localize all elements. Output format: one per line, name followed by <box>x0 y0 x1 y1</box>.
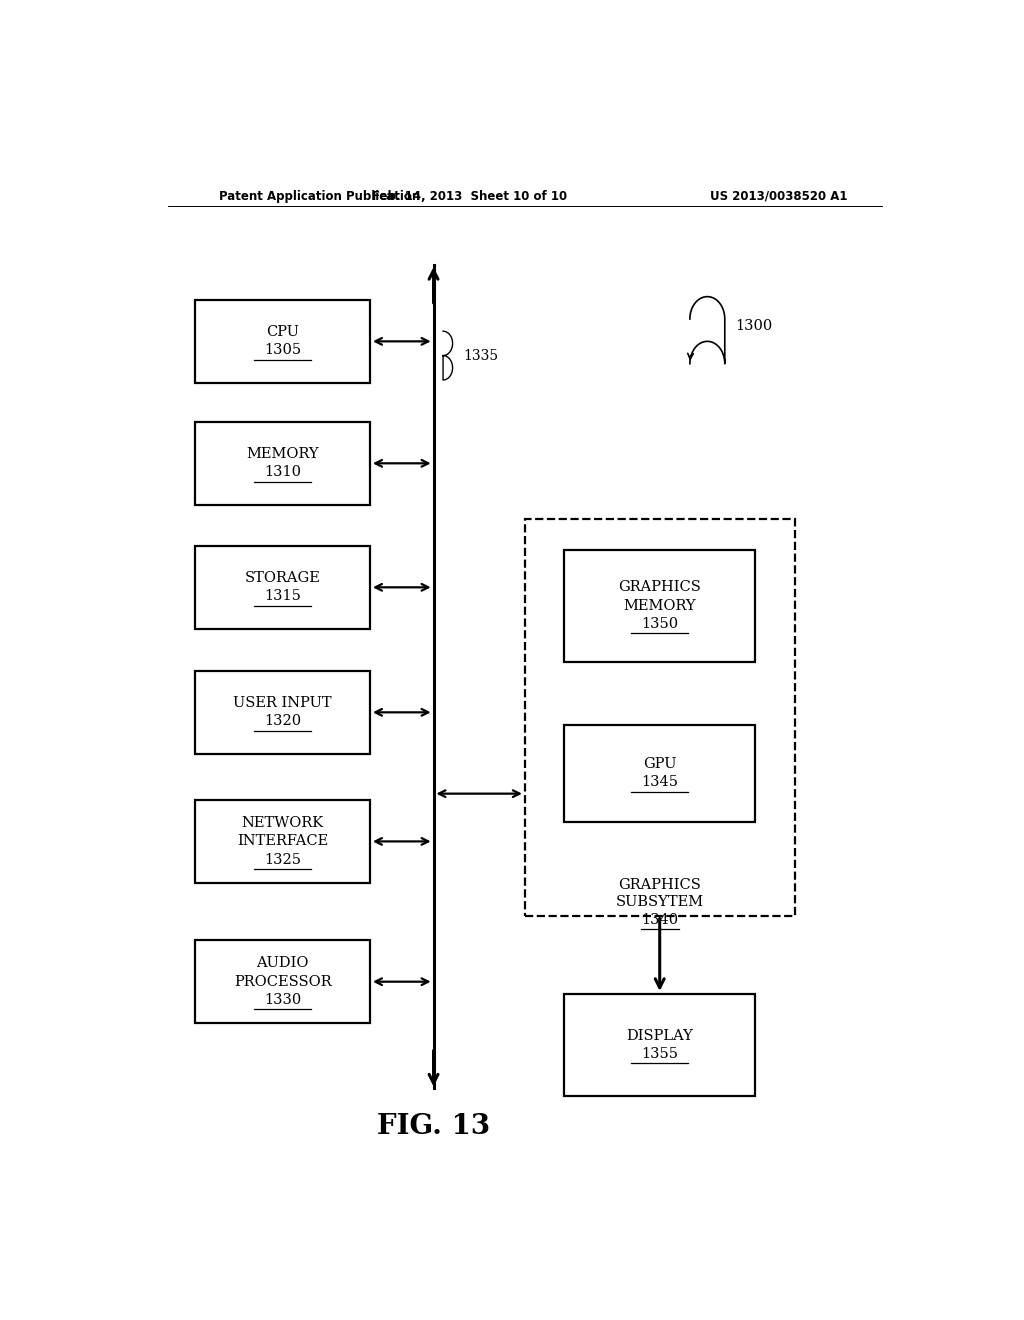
Bar <box>564 549 755 661</box>
Text: US 2013/0038520 A1: US 2013/0038520 A1 <box>710 190 848 202</box>
Bar <box>196 800 370 883</box>
Bar <box>196 671 370 754</box>
Text: 1325: 1325 <box>264 853 301 867</box>
Text: 1340: 1340 <box>641 912 678 927</box>
Text: 1350: 1350 <box>641 616 678 631</box>
Text: 1355: 1355 <box>641 1047 678 1061</box>
Text: MEMORY: MEMORY <box>624 598 696 612</box>
Text: 1335: 1335 <box>463 348 498 363</box>
Bar <box>524 519 795 916</box>
Text: 1300: 1300 <box>735 319 772 333</box>
Text: NETWORK: NETWORK <box>242 816 324 830</box>
Bar <box>196 421 370 506</box>
Text: CPU: CPU <box>266 325 299 339</box>
Text: MEMORY: MEMORY <box>247 447 319 461</box>
Text: Feb. 14, 2013  Sheet 10 of 10: Feb. 14, 2013 Sheet 10 of 10 <box>372 190 567 202</box>
Text: AUDIO: AUDIO <box>256 957 309 970</box>
Text: DISPLAY: DISPLAY <box>627 1028 693 1043</box>
Text: 1310: 1310 <box>264 466 301 479</box>
Text: 1320: 1320 <box>264 714 301 729</box>
Bar <box>196 300 370 383</box>
Text: 1345: 1345 <box>641 775 678 789</box>
Bar <box>196 940 370 1023</box>
Bar <box>196 545 370 630</box>
Text: Patent Application Publication: Patent Application Publication <box>219 190 421 202</box>
Text: FIG. 13: FIG. 13 <box>377 1113 490 1139</box>
Text: SUBSYTEM: SUBSYTEM <box>615 895 703 909</box>
Bar <box>564 994 755 1096</box>
Text: GRAPHICS: GRAPHICS <box>618 878 701 892</box>
Text: USER INPUT: USER INPUT <box>233 696 332 710</box>
Text: STORAGE: STORAGE <box>245 572 321 585</box>
Text: 1315: 1315 <box>264 590 301 603</box>
Text: GRAPHICS: GRAPHICS <box>618 581 701 594</box>
Text: PROCESSOR: PROCESSOR <box>233 974 332 989</box>
Text: 1330: 1330 <box>264 993 301 1007</box>
Text: INTERFACE: INTERFACE <box>238 834 329 849</box>
Text: 1305: 1305 <box>264 343 301 358</box>
Bar <box>564 725 755 821</box>
Text: GPU: GPU <box>643 758 677 771</box>
